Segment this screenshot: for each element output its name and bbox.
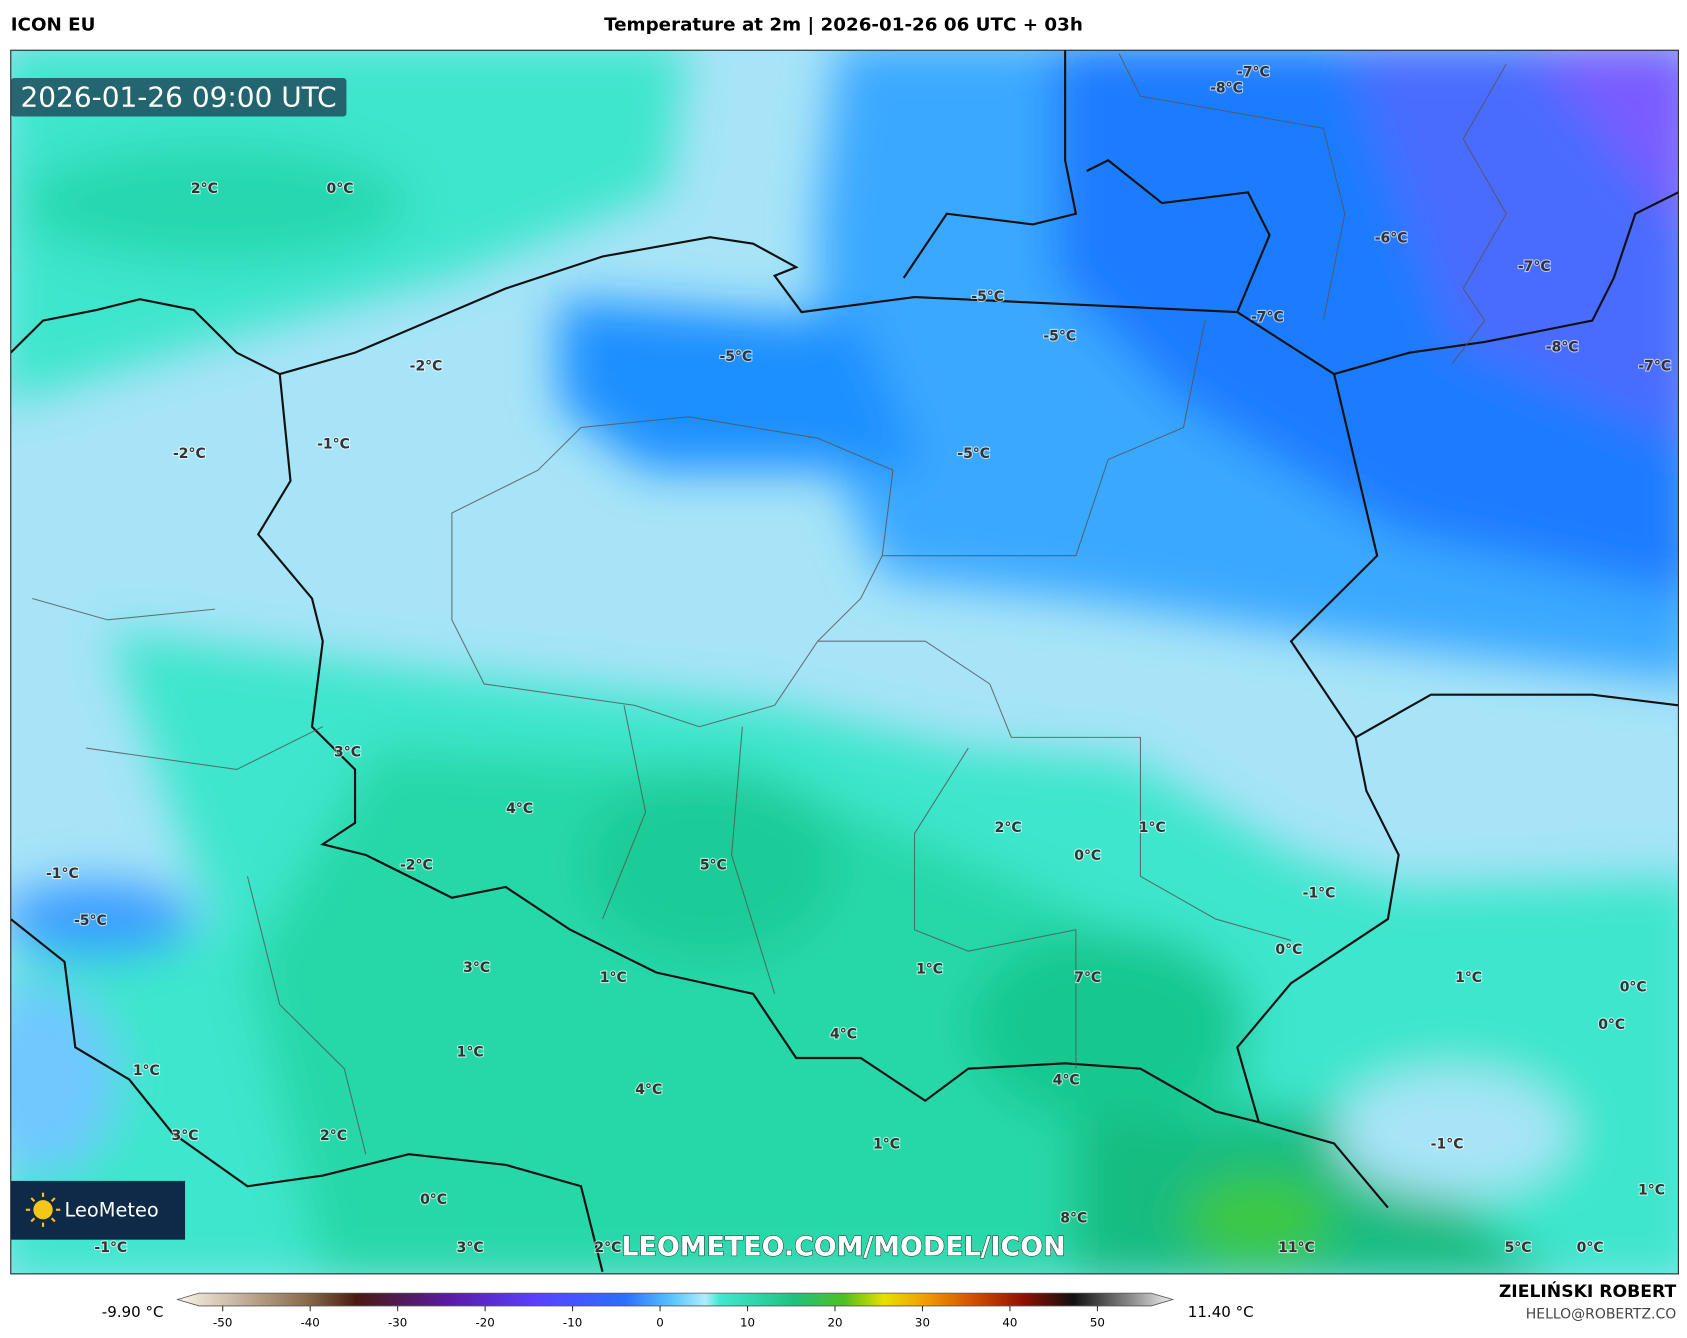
temperature-label: -7°C [1638, 359, 1671, 375]
temperature-label: 8°C [1060, 1210, 1087, 1226]
temperature-label: 0°C [1275, 942, 1302, 958]
colorbar-tick-label: 50 [1090, 1316, 1105, 1330]
temperature-label: -2°C [173, 446, 206, 462]
colorbar-tick-label: -30 [388, 1316, 407, 1330]
credit-name: ZIELIŃSKI ROBERT [1499, 1280, 1677, 1302]
temperature-label: -7°C [1251, 309, 1284, 325]
temperature-label: 1°C [457, 1045, 484, 1061]
temperature-label: 0°C [420, 1192, 447, 1208]
colorbar-tick-label: -20 [475, 1316, 494, 1330]
colorbar-min: -9.90 °C [102, 1303, 164, 1321]
temperature-label: 0°C [1620, 979, 1647, 995]
temperature-label: -8°C [1546, 339, 1579, 355]
temperature-label: -6°C [1375, 230, 1408, 246]
temperature-label: 3°C [334, 744, 361, 760]
temperature-label: 0°C [1598, 1017, 1625, 1033]
temperature-label: -5°C [720, 349, 753, 365]
temperature-label: 1°C [1455, 970, 1482, 986]
temperature-label: 1°C [600, 970, 627, 986]
colorbar-tick-label: 0 [656, 1316, 664, 1330]
colorbar-tick-label: 20 [827, 1316, 842, 1330]
temperature-label: 3°C [172, 1128, 199, 1144]
colorbar-tick-label: -40 [301, 1316, 320, 1330]
temperature-label: -5°C [957, 446, 990, 462]
temperature-label: 7°C [1074, 970, 1101, 986]
temperature-label: 2°C [594, 1240, 621, 1256]
temperature-label: 1°C [133, 1063, 160, 1079]
temperature-label: -7°C [1518, 259, 1551, 275]
temperature-label: 11°C [1278, 1240, 1315, 1256]
chart-title: Temperature at 2m | 2026-01-26 06 UTC + … [604, 15, 1083, 36]
temperature-label: 0°C [1577, 1240, 1604, 1256]
temperature-label: 2°C [320, 1128, 347, 1144]
temperature-label: 1°C [1638, 1183, 1665, 1199]
watermark: LEOMETEO.COM/MODEL/ICON [621, 1232, 1065, 1263]
temperature-label: -2°C [400, 858, 433, 874]
credit-email: HELLO@ROBERTZ.CO [1526, 1307, 1676, 1323]
temperature-label: 5°C [700, 858, 727, 874]
temperature-label: 2°C [995, 820, 1022, 836]
temperature-label: -8°C [1210, 81, 1243, 97]
colorbar-tick-label: -10 [563, 1316, 582, 1330]
temperature-label: -1°C [46, 866, 79, 882]
temperature-label: 3°C [457, 1240, 484, 1256]
map-timestamp: 2026-01-26 09:00 UTC [20, 80, 336, 113]
temperature-label: 1°C [916, 961, 943, 977]
temperature-label: 0°C [1074, 848, 1101, 864]
temperature-label: -1°C [94, 1240, 127, 1256]
temperature-label: 1°C [873, 1137, 900, 1153]
temperature-label: 0°C [326, 181, 353, 197]
temperature-label: -1°C [317, 437, 350, 453]
temperature-label: -5°C [1043, 329, 1076, 345]
temperature-label: 5°C [1505, 1240, 1532, 1256]
temperature-label: 4°C [635, 1082, 662, 1098]
temperature-label: 4°C [506, 801, 533, 817]
colorbar-tick-label: 10 [740, 1316, 755, 1330]
temperature-label: 4°C [1053, 1072, 1080, 1088]
temperature-label: -1°C [1303, 885, 1336, 901]
temperature-label: 3°C [463, 960, 490, 976]
temperature-label: -2°C [410, 359, 443, 375]
temperature-label: -7°C [1237, 65, 1270, 81]
logo-text: LeoMeteo [65, 1198, 159, 1221]
temperature-label: 2°C [191, 181, 218, 197]
colorbar-tick-label: 40 [1002, 1316, 1017, 1330]
temperature-label: 4°C [830, 1027, 857, 1043]
temperature-label: -1°C [1431, 1137, 1464, 1153]
colorbar-max: 11.40 °C [1188, 1303, 1254, 1321]
colorbar-tick-label: -50 [213, 1316, 232, 1330]
temperature-label: -5°C [74, 913, 107, 929]
temperature-label: 1°C [1139, 820, 1166, 836]
temperature-label: -5°C [971, 289, 1004, 305]
model-name: ICON EU [11, 15, 96, 36]
map: 2°C 0°C-2°C-1°C-2°C-5°C-5°C-5°C-5°C-7°C-8… [10, 50, 1679, 1274]
colorbar-tick-label: 30 [915, 1316, 930, 1330]
